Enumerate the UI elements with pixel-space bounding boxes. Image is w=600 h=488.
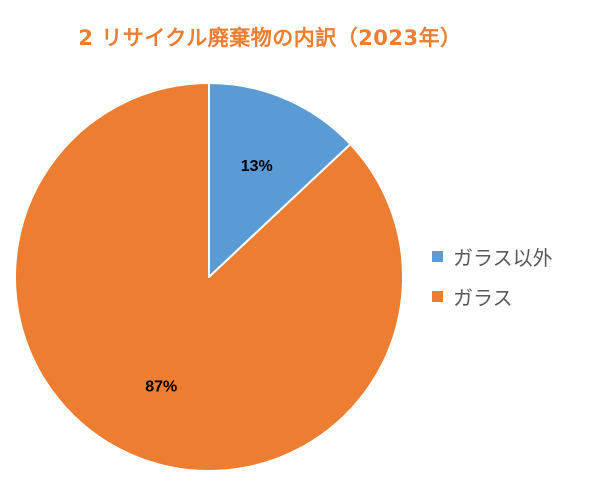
data-label-glass: 87% [145, 379, 177, 396]
pie-slice-glass [14, 82, 404, 472]
chart-legend: ガラス以外 ガラス [432, 236, 592, 316]
legend-item-glass: ガラス [432, 276, 592, 316]
legend-label-non-glass: ガラス以外 [453, 245, 553, 270]
legend-label-glass: ガラス [453, 285, 513, 310]
chart-title: 2 リサイクル廃棄物の内訳（2023年） [78, 26, 462, 50]
legend-swatch-glass [432, 290, 443, 302]
pie-slices [14, 82, 404, 472]
pie-slice-non-glass [208, 82, 352, 278]
pie-data-labels: 13% 87% [145, 158, 273, 396]
legend-item-non-glass: ガラス以外 [432, 236, 592, 276]
legend-swatch-non-glass [432, 250, 443, 262]
data-label-non-glass: 13% [241, 158, 273, 175]
